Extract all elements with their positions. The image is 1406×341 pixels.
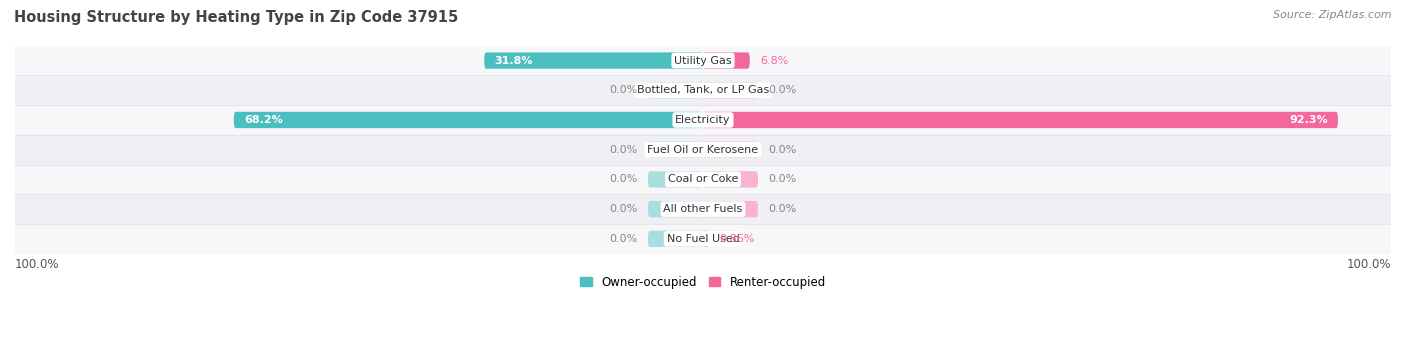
Text: Bottled, Tank, or LP Gas: Bottled, Tank, or LP Gas xyxy=(637,85,769,95)
Text: 100.0%: 100.0% xyxy=(1347,258,1391,271)
Text: All other Fuels: All other Fuels xyxy=(664,204,742,214)
FancyBboxPatch shape xyxy=(703,142,758,158)
Text: 0.0%: 0.0% xyxy=(609,234,638,244)
FancyBboxPatch shape xyxy=(648,142,703,158)
Text: 100.0%: 100.0% xyxy=(15,258,59,271)
Text: Housing Structure by Heating Type in Zip Code 37915: Housing Structure by Heating Type in Zip… xyxy=(14,10,458,25)
FancyBboxPatch shape xyxy=(648,171,703,188)
Text: Source: ZipAtlas.com: Source: ZipAtlas.com xyxy=(1274,10,1392,20)
Text: 0.0%: 0.0% xyxy=(609,145,638,155)
Text: 68.2%: 68.2% xyxy=(245,115,283,125)
Legend: Owner-occupied, Renter-occupied: Owner-occupied, Renter-occupied xyxy=(575,271,831,294)
FancyBboxPatch shape xyxy=(484,53,703,69)
Text: Coal or Coke: Coal or Coke xyxy=(668,174,738,184)
FancyBboxPatch shape xyxy=(703,231,709,247)
FancyBboxPatch shape xyxy=(703,201,758,217)
Text: 0.0%: 0.0% xyxy=(609,204,638,214)
Bar xyxy=(15,165,1391,194)
Bar xyxy=(15,76,1391,105)
Text: Electricity: Electricity xyxy=(675,115,731,125)
Text: 0.0%: 0.0% xyxy=(768,85,797,95)
Text: Utility Gas: Utility Gas xyxy=(675,56,731,65)
FancyBboxPatch shape xyxy=(233,112,703,128)
FancyBboxPatch shape xyxy=(703,53,749,69)
Text: 31.8%: 31.8% xyxy=(495,56,533,65)
FancyBboxPatch shape xyxy=(648,82,703,99)
Bar xyxy=(15,135,1391,164)
FancyBboxPatch shape xyxy=(703,112,1339,128)
Bar xyxy=(15,106,1391,134)
FancyBboxPatch shape xyxy=(703,82,758,99)
Text: 0.86%: 0.86% xyxy=(720,234,755,244)
Text: 0.0%: 0.0% xyxy=(609,85,638,95)
FancyBboxPatch shape xyxy=(648,201,703,217)
Text: No Fuel Used: No Fuel Used xyxy=(666,234,740,244)
Text: 0.0%: 0.0% xyxy=(768,204,797,214)
FancyBboxPatch shape xyxy=(703,171,758,188)
Bar xyxy=(15,195,1391,223)
Text: 0.0%: 0.0% xyxy=(768,174,797,184)
Text: 0.0%: 0.0% xyxy=(609,174,638,184)
Text: Fuel Oil or Kerosene: Fuel Oil or Kerosene xyxy=(647,145,759,155)
Bar xyxy=(15,46,1391,75)
Bar xyxy=(15,225,1391,253)
Text: 92.3%: 92.3% xyxy=(1289,115,1327,125)
FancyBboxPatch shape xyxy=(648,231,703,247)
Text: 0.0%: 0.0% xyxy=(768,145,797,155)
Text: 6.8%: 6.8% xyxy=(761,56,789,65)
